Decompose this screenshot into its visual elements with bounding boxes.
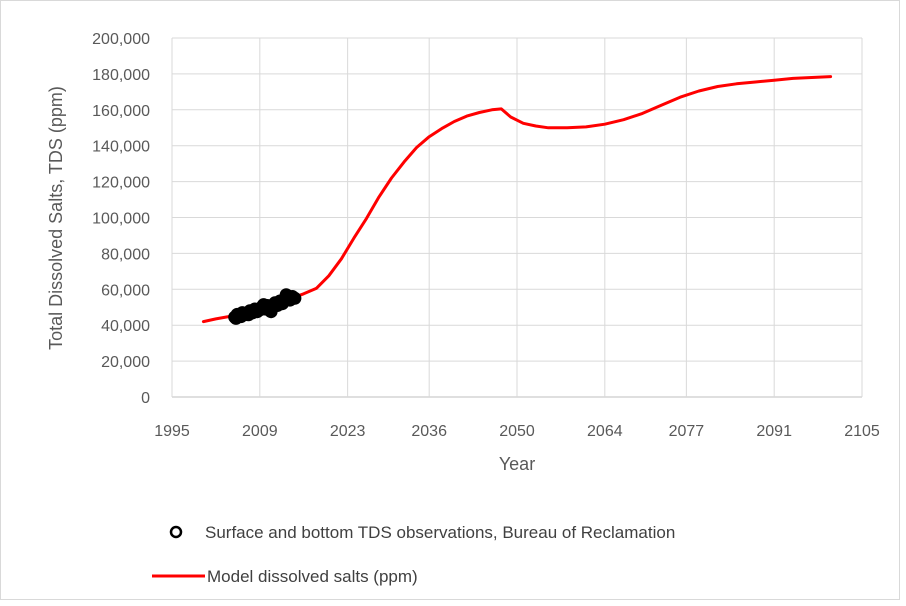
x-tick-label: 2091 <box>756 423 792 440</box>
y-tick-label: 80,000 <box>101 246 150 263</box>
y-tick-label: 140,000 <box>92 139 150 156</box>
x-tick-labels: 1995 2009 2023 2036 2050 2064 2077 2091 2105 <box>154 423 880 440</box>
legend-model-label: Model dissolved salts (ppm) <box>207 567 418 586</box>
observation-point <box>272 297 286 311</box>
y-tick-label: 120,000 <box>92 175 150 192</box>
x-axis-title: Year <box>499 454 535 474</box>
x-tick-label: 2064 <box>587 423 623 440</box>
x-tick-label: 2009 <box>242 423 278 440</box>
grid-lines <box>171 37 863 398</box>
y-tick-label: 160,000 <box>92 103 150 120</box>
x-tick-label: 2077 <box>669 423 705 440</box>
legend-observation-marker <box>169 525 183 539</box>
x-tick-label: 2023 <box>330 423 366 440</box>
legend-observation-label: Surface and bottom TDS observations, Bur… <box>205 523 675 542</box>
x-tick-label: 2105 <box>844 423 880 440</box>
x-tick-label: 2036 <box>411 423 447 440</box>
y-tick-label: 40,000 <box>101 318 150 335</box>
observation-point <box>284 292 298 306</box>
y-tick-labels: 0 20,000 40,000 60,000 80,000 100,000 120,000 1… <box>92 31 150 407</box>
x-tick-label: 2050 <box>499 423 535 440</box>
y-tick-label: 200,000 <box>92 31 150 48</box>
y-tick-label: 20,000 <box>101 354 150 371</box>
y-tick-label: 180,000 <box>92 67 150 84</box>
y-axis-title: Total Dissolved Salts, TDS (ppm) <box>46 86 66 350</box>
y-tick-label: 60,000 <box>101 282 150 299</box>
observation-point <box>264 305 278 319</box>
x-tick-label: 1995 <box>154 423 190 440</box>
observation-series <box>228 288 302 325</box>
y-tick-label: 0 <box>141 390 150 407</box>
legend: Surface and bottom TDS observations, Bur… <box>152 523 675 586</box>
y-tick-label: 100,000 <box>92 211 150 228</box>
